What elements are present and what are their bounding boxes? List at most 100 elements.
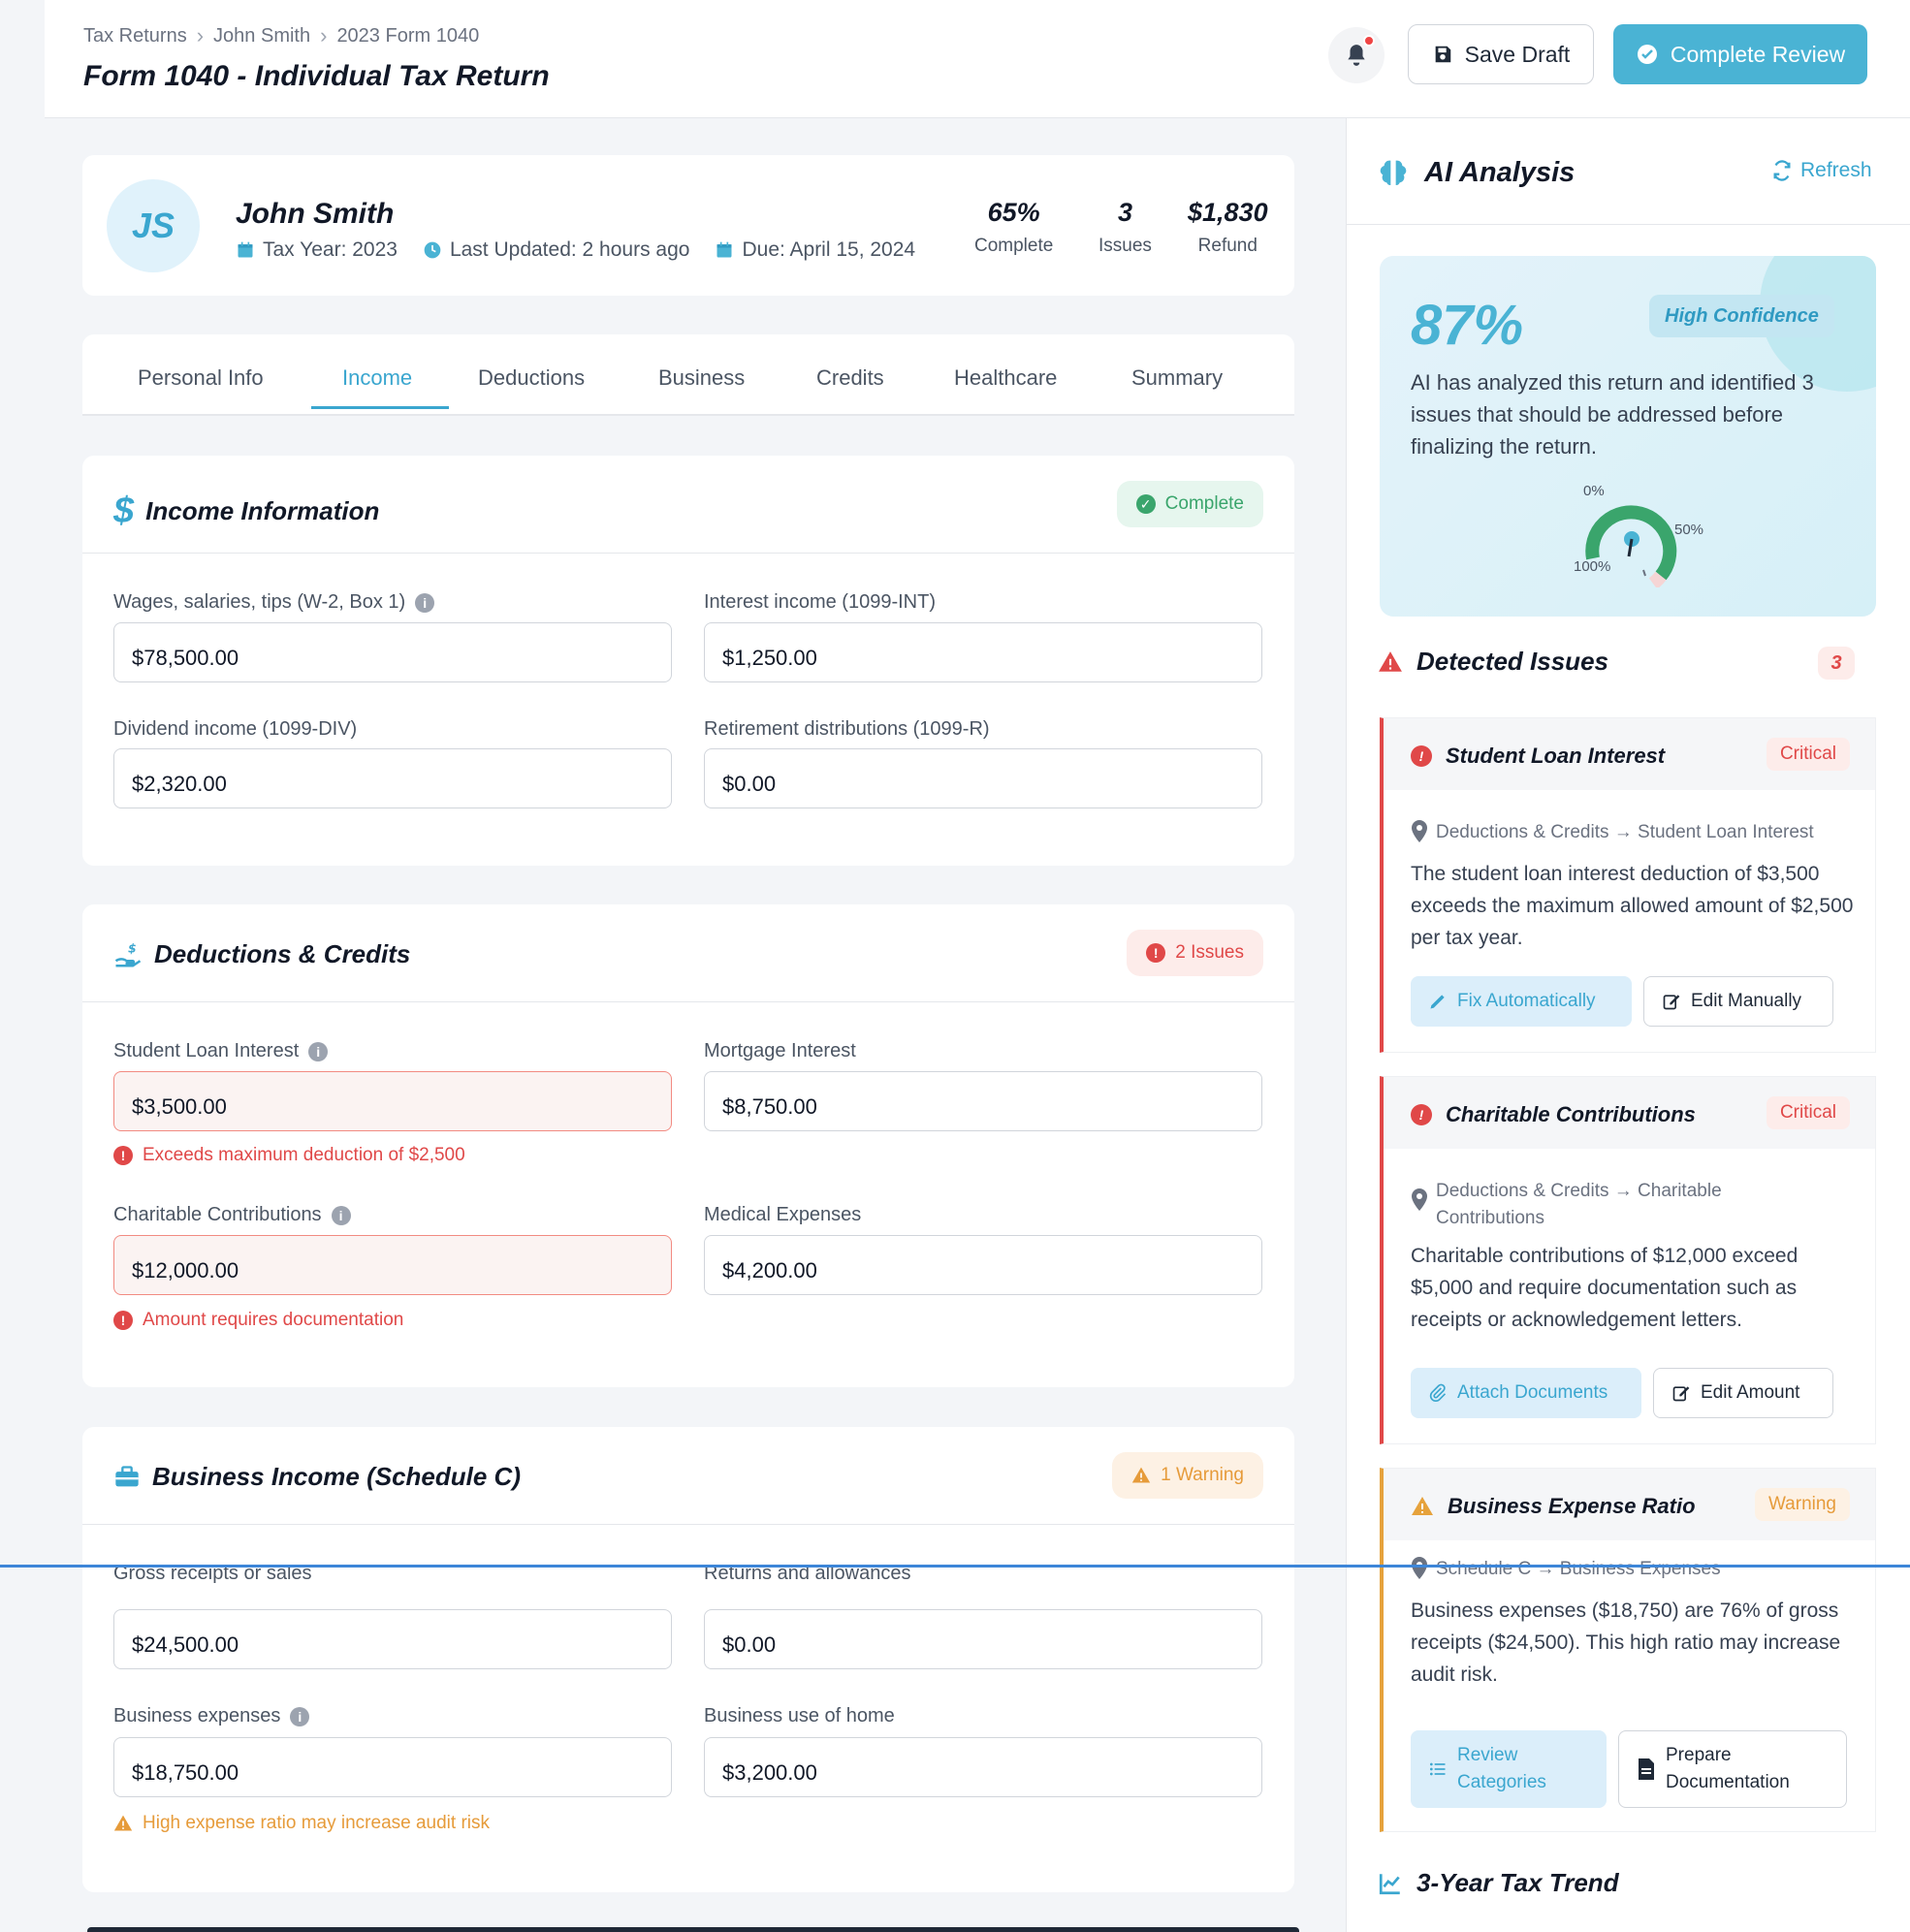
issue-description: Charitable contributions of $12,000 exce… <box>1411 1245 1799 1331</box>
bottom-panel-edge <box>87 1927 1299 1932</box>
prepare-documentation-button[interactable]: Prepare Documentation <box>1618 1730 1847 1808</box>
ai-summary: AI has analyzed this return and identifi… <box>1411 370 1814 459</box>
student-loan-error: Exceeds maximum deduction of $2,500 <box>143 1145 465 1165</box>
retirement-label: Retirement distributions (1099-R) <box>704 718 990 740</box>
briefcase-icon <box>115 1465 139 1486</box>
interest-input[interactable]: $1,250.00 <box>704 622 1262 682</box>
mortgage-input[interactable]: $8,750.00 <box>704 1071 1262 1131</box>
ai-panel-header: AI Analysis Refresh <box>1347 118 1910 225</box>
business-expenses-input[interactable]: $18,750.00 <box>113 1737 672 1797</box>
notifications-button[interactable] <box>1328 27 1385 83</box>
wages-label: Wages, salaries, tips (W-2, Box 1) <box>113 591 406 613</box>
returns-input[interactable]: $0.00 <box>704 1609 1262 1669</box>
detected-issues-text: Detected Issues <box>1417 647 1608 676</box>
breadcrumb-item[interactable]: John Smith <box>213 24 311 47</box>
issue-card: ! Charitable Contributions Critical Dedu… <box>1380 1076 1876 1444</box>
line-chart-icon <box>1379 1873 1400 1894</box>
due-date: Due: April 15, 2024 <box>715 238 915 262</box>
refresh-button[interactable]: Refresh <box>1771 159 1872 182</box>
button-label: Review Categories <box>1457 1745 1546 1792</box>
field-label: Mortgage Interest <box>704 1040 856 1062</box>
ai-analysis-panel: AI Analysis Refresh 87% High Confidence … <box>1346 118 1910 1932</box>
status-text: 1 Warning <box>1161 1465 1244 1485</box>
calendar-icon <box>238 241 253 258</box>
divider <box>82 553 1294 554</box>
svg-text:$: $ <box>128 940 137 955</box>
issue-location-text: Deductions & Credits → Charitable Contri… <box>1436 1181 1722 1228</box>
gross-receipts-input[interactable]: $24,500.00 <box>113 1609 672 1669</box>
tab-deductions[interactable]: Deductions <box>478 365 586 390</box>
info-icon[interactable]: i <box>331 1205 351 1225</box>
retirement-input[interactable]: $0.00 <box>704 748 1262 808</box>
file-icon <box>1639 1758 1654 1780</box>
issue-location[interactable]: Deductions & Credits → Student Loan Inte… <box>1411 819 1837 846</box>
stat-label: Refund <box>1197 236 1257 256</box>
deductions-section: $ Deductions & Credits ! 2 Issues Studen… <box>82 904 1294 1387</box>
warning-icon <box>1379 650 1402 672</box>
ai-title: AI Analysis <box>1378 157 1575 189</box>
wages-input[interactable]: $78,500.00 <box>113 622 672 682</box>
fix-automatically-button[interactable]: Fix Automatically <box>1411 976 1632 1027</box>
issue-location[interactable]: Schedule C → Business Expenses <box>1411 1556 1837 1583</box>
gross-receipts-label: Gross receipts or sales <box>113 1563 312 1584</box>
stat-label: Complete <box>974 236 1054 256</box>
business-expenses-label: Business expenses <box>113 1705 281 1726</box>
field-label: Business expenses i <box>113 1705 310 1727</box>
bell-icon <box>1348 45 1365 66</box>
info-icon[interactable]: i <box>290 1706 310 1726</box>
confidence-card: 87% High Confidence AI has analyzed this… <box>1380 256 1876 617</box>
issue-location[interactable]: Deductions & Credits → Charitable Contri… <box>1411 1178 1750 1232</box>
field-label: Wages, salaries, tips (W-2, Box 1) i <box>113 591 435 614</box>
alert-circle-icon: ! <box>113 1146 133 1165</box>
charitable-input[interactable]: $12,000.00 <box>113 1235 672 1295</box>
tab-income[interactable]: Income <box>342 365 413 390</box>
alert-circle-icon: ! <box>1411 1104 1432 1125</box>
info-icon[interactable]: i <box>415 592 435 613</box>
review-categories-button[interactable]: Review Categories <box>1411 1730 1607 1808</box>
complete-review-button[interactable]: Complete Review <box>1613 24 1867 84</box>
page-title: Form 1040 - Individual Tax Return <box>83 60 550 92</box>
save-icon <box>1435 46 1450 63</box>
tab-credits[interactable]: Credits <box>816 365 884 390</box>
attach-documents-button[interactable]: Attach Documents <box>1411 1368 1641 1418</box>
tab-business[interactable]: Business <box>658 365 746 390</box>
deductions-title: Deductions & Credits <box>154 939 411 968</box>
status-badge: ! 2 Issues <box>1127 930 1263 976</box>
tax-trend-title: 3-Year Tax Trend <box>1378 1868 1619 1898</box>
edit-manually-button[interactable]: Edit Manually <box>1643 976 1833 1027</box>
edit-icon <box>1663 995 1680 1010</box>
complete-review-label: Complete Review <box>1670 41 1846 67</box>
hand-holding-dollar-icon: $ <box>114 940 142 966</box>
home-use-input[interactable]: $3,200.00 <box>704 1737 1262 1797</box>
warning-icon <box>1131 1467 1151 1483</box>
issue-header: ! Student Loan Interest Critical <box>1384 718 1875 790</box>
breadcrumb-item[interactable]: Tax Returns <box>83 24 187 47</box>
map-pin-icon <box>1412 1557 1427 1579</box>
medical-input[interactable]: $4,200.00 <box>704 1235 1262 1295</box>
tax-trend-text: 3-Year Tax Trend <box>1417 1868 1619 1897</box>
dividend-label: Dividend income (1099-DIV) <box>113 718 358 740</box>
issue-location-text: Deductions & Credits → Student Loan Inte… <box>1436 822 1814 842</box>
dividend-input[interactable]: $2,320.00 <box>113 748 672 808</box>
student-loan-input[interactable]: $3,500.00 <box>113 1071 672 1131</box>
tab-summary[interactable]: Summary <box>1131 365 1224 390</box>
check-circle-icon: ✓ <box>1135 494 1156 514</box>
income-section: $ Income Information ✓ Complete Wages, s… <box>82 456 1294 866</box>
active-tab-indicator <box>311 406 449 409</box>
edit-amount-button[interactable]: Edit Amount <box>1653 1368 1833 1418</box>
tab-personal-info[interactable]: Personal Info <box>138 365 264 390</box>
stat-refund: $1,830 Refund <box>1188 198 1268 257</box>
detected-issues-title: Detected Issues <box>1378 647 1608 677</box>
charitable-error: Amount requires documentation <box>143 1310 404 1330</box>
tab-healthcare[interactable]: Healthcare <box>954 365 1058 390</box>
field-label: Medical Expenses <box>704 1204 861 1226</box>
stat-value: 65% <box>987 198 1040 227</box>
info-icon[interactable]: i <box>308 1041 329 1061</box>
issue-title: ! Charitable Contributions <box>1411 1102 1696 1127</box>
chevron-right-icon: › <box>320 23 328 48</box>
status-text: Complete <box>1164 493 1244 514</box>
save-draft-button[interactable]: Save Draft <box>1408 24 1594 84</box>
field-label: Dividend income (1099-DIV) <box>113 718 357 741</box>
brain-icon <box>1380 160 1407 185</box>
returns-label: Returns and allowances <box>704 1563 911 1584</box>
